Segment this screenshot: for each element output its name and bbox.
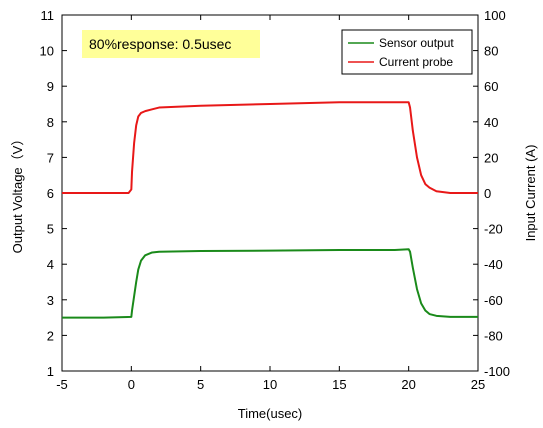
y-right-tick-label: -20: [484, 222, 503, 237]
y-axis-title-left: Output Voltage（V）: [10, 133, 25, 254]
y-right-tick-label: 80: [484, 44, 498, 59]
x-axis-title: Time(usec): [238, 406, 303, 421]
y-right-tick-label: 0: [484, 186, 491, 201]
annotation-box: [82, 30, 260, 58]
y-left-tick-label: 6: [47, 186, 54, 201]
legend-box: [341, 29, 473, 75]
x-tick-label: 5: [197, 377, 204, 392]
axis-tick-labels: -5 0 5 10 15 20 25 1 2 3 4 5 6 7 8 9 10 11 -100 -80 -60 -40 -2…: [40, 8, 511, 392]
x-tick-label: 15: [332, 377, 346, 392]
y-right-tick-label: 60: [484, 79, 498, 94]
y-right-tick-label: 20: [484, 150, 498, 165]
y-right-tick-label: -40: [484, 257, 503, 272]
y-left-tick-label: 4: [47, 257, 54, 272]
y-left-tick-label: 7: [47, 150, 54, 165]
legend: Sensor output Current probe: [341, 29, 473, 75]
y-left-tick-label: 2: [47, 328, 54, 343]
y-right-tick-label: -80: [484, 328, 503, 343]
y-left-tick-label: 9: [47, 79, 54, 94]
x-tick-label: -5: [56, 377, 68, 392]
series-line-current-probe: [62, 101, 478, 194]
x-tick-label: 10: [263, 377, 277, 392]
y-left-tick-label: 10: [40, 44, 54, 59]
legend-label-current: Current probe: [379, 55, 453, 69]
annotation-text: 80%response: 0.5usec: [89, 36, 231, 52]
x-tick-label: 25: [471, 377, 485, 392]
y-left-tick-label: 1: [47, 364, 54, 379]
axis-ticks: [61, 14, 479, 372]
y-right-tick-label: -100: [484, 364, 510, 379]
y-right-tick-label: 100: [484, 8, 506, 23]
annotation: 80%response: 0.5usec: [82, 30, 260, 58]
y-axis-title-right: Input Current (A): [523, 145, 538, 242]
series-line-sensor-output: [62, 248, 478, 319]
series-layer: [62, 101, 478, 319]
y-right-tick-label: 40: [484, 115, 498, 130]
y-left-tick-label: 3: [47, 293, 54, 308]
legend-label-sensor: Sensor output: [379, 36, 454, 50]
y-left-tick-label: 8: [47, 115, 54, 130]
y-left-tick-label: 5: [47, 222, 54, 237]
x-tick-label: 0: [128, 377, 135, 392]
y-left-tick-label: 11: [41, 8, 55, 23]
y-right-tick-label: -60: [484, 293, 503, 308]
x-tick-label: 20: [401, 377, 415, 392]
